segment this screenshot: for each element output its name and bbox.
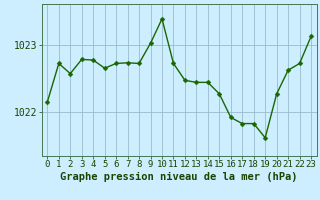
X-axis label: Graphe pression niveau de la mer (hPa): Graphe pression niveau de la mer (hPa) bbox=[60, 172, 298, 182]
